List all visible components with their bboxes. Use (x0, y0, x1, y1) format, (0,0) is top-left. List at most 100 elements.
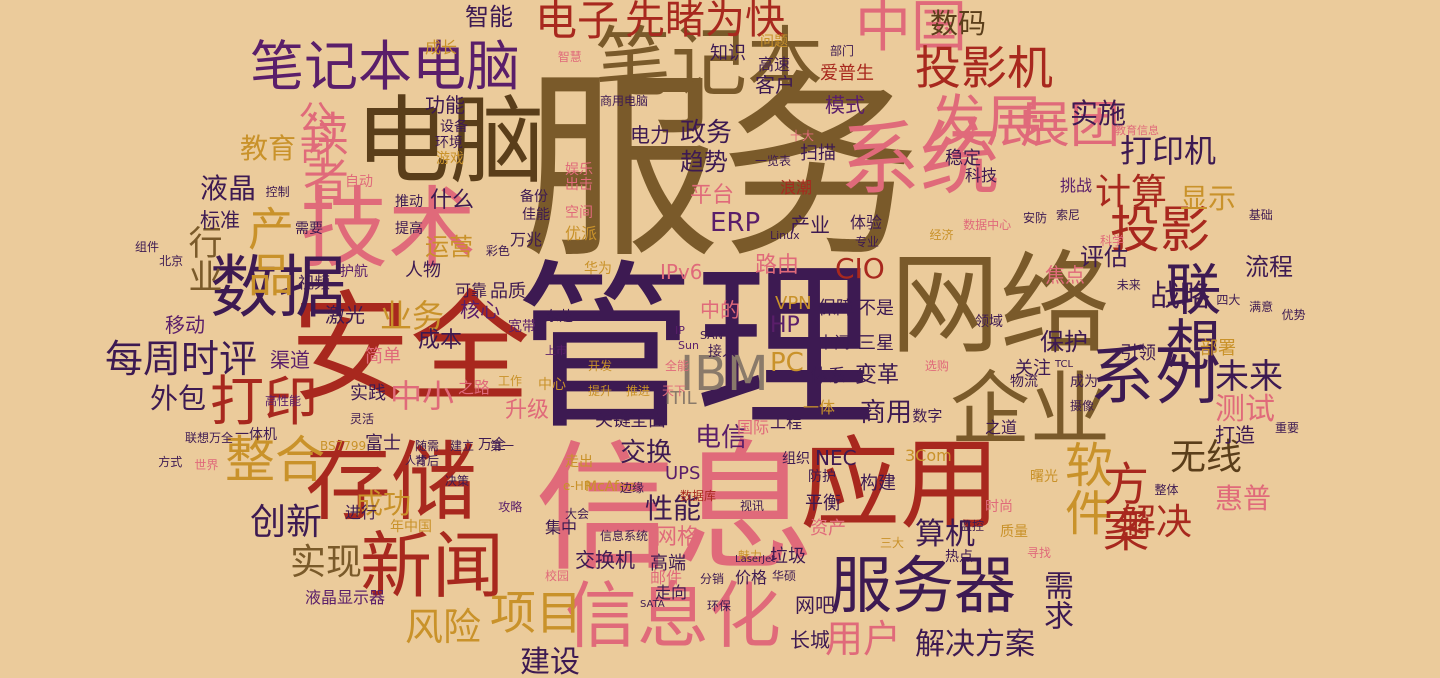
cloud-word: 体验 (850, 213, 883, 232)
cloud-word: 性能 (645, 492, 702, 525)
cloud-word: 平台 (690, 183, 735, 208)
cloud-word: 边缘 (620, 481, 645, 495)
cloud-word: 全面 (630, 410, 666, 431)
cloud-word: 优势 (1281, 308, 1306, 323)
cloud-word: 浪潮 (780, 178, 813, 197)
cloud-word: 关注 (1015, 358, 1051, 379)
cloud-word: 防护 (808, 469, 836, 485)
cloud-word: 物流 (1010, 374, 1038, 390)
cloud-word: 四大 (1216, 292, 1241, 307)
cloud-word: NEC (815, 446, 857, 470)
cloud-word: 宽带 (508, 319, 536, 335)
cloud-word: 电信 (695, 423, 748, 453)
cloud-word: Sun (678, 339, 699, 352)
cloud-word: 基础 (1248, 207, 1273, 222)
cloud-word: 第一 (490, 439, 515, 453)
cloud-word: 需要 (295, 221, 323, 237)
cloud-word: 实践 (350, 383, 386, 404)
cloud-word: 需求 (1038, 570, 1073, 630)
cloud-word: 中间 (818, 333, 851, 352)
cloud-word: 路由 (755, 253, 800, 278)
cloud-word: 一览表 (755, 154, 792, 168)
cloud-word: 视频 (298, 273, 331, 292)
cloud-word: 开发 (588, 359, 613, 373)
cloud-word: 摄像 (1070, 399, 1095, 413)
cloud-word: 大会 (565, 507, 590, 521)
cloud-word: 推动 (395, 194, 423, 210)
cloud-word: 魅力 (738, 549, 763, 563)
cloud-word: 平衡 (805, 493, 841, 514)
cloud-word: 项目 (490, 586, 582, 640)
cloud-word: ERP (710, 208, 761, 238)
cloud-word: 存储 (305, 433, 477, 533)
cloud-word: 稳定 (945, 148, 981, 169)
cloud-word: IPv6 (660, 260, 703, 284)
cloud-word: 年中国 (390, 519, 432, 535)
cloud-word: IBM (680, 346, 769, 402)
cloud-word: 笔记本 (595, 18, 823, 107)
cloud-word: 外包 (150, 382, 207, 415)
cloud-word: 成长 (425, 38, 458, 57)
cloud-word: 展团 (1020, 96, 1120, 154)
cloud-word: 网络 (890, 241, 1110, 369)
cloud-word: 功能 (425, 93, 465, 117)
cloud-word: 空间 (565, 205, 593, 221)
cloud-word: 行业 (182, 225, 222, 293)
cloud-word: 质量 (1000, 524, 1028, 540)
cloud-word: 评估 (1080, 243, 1128, 271)
cloud-word: SATA (640, 599, 665, 610)
cloud-word: 监控 (960, 519, 985, 533)
cloud-word: 智能 (465, 3, 513, 31)
cloud-word: 创新 (250, 502, 323, 543)
cloud-word: 数字 (912, 407, 943, 426)
cloud-word: 价格 (735, 568, 768, 587)
cloud-word: UPS (665, 463, 701, 484)
cloud-word: 人才 (405, 454, 427, 467)
cloud-word: McAfee (585, 479, 637, 495)
cloud-word: 实现 (290, 542, 363, 583)
cloud-word: 十大 (790, 129, 815, 143)
cloud-word: 之道 (985, 418, 1018, 437)
cloud-word: 高速 (758, 55, 791, 74)
cloud-word: 保护 (1040, 328, 1088, 356)
cloud-word: 产品 (241, 205, 295, 297)
cloud-word: 打印机 (1120, 132, 1217, 170)
cloud-word: 商用电脑 (600, 94, 649, 108)
cloud-word: 网格 (655, 525, 700, 550)
cloud-word: 未来 (1116, 277, 1141, 292)
cloud-word: 成功 (355, 487, 412, 520)
cloud-word: 客户 (755, 73, 795, 97)
cloud-word: 信息化 (565, 574, 782, 658)
cloud-word: 解决方案 (915, 627, 1035, 662)
cloud-word: 重要 (1275, 420, 1300, 435)
cloud-word: 中小 (390, 377, 455, 415)
cloud-word: 中国 (855, 0, 967, 60)
cloud-word: Linux (770, 229, 800, 242)
cloud-word: 笔记本电脑 (250, 35, 520, 98)
cloud-word: ITIL (665, 388, 697, 409)
cloud-word: 挑战 (1060, 176, 1093, 195)
cloud-word: 接入 (708, 344, 736, 360)
cloud-word: 企业 (950, 363, 1110, 456)
cloud-word: 不是 (858, 298, 894, 319)
cloud-word: 护航 (340, 264, 368, 280)
cloud-word: 控制 (265, 184, 290, 199)
cloud-word: 扫描 (800, 143, 836, 164)
cloud-word: 建设 (520, 645, 580, 678)
cloud-word: 电子 (535, 0, 620, 45)
cloud-word: 每周时评 (105, 337, 258, 381)
cloud-word: 一体机 (235, 427, 277, 443)
cloud-word: 背后 (415, 454, 440, 468)
cloud-word: 趋势 (680, 148, 728, 176)
cloud-word: 服务器 (830, 549, 1017, 622)
cloud-word: 索尼 (1056, 207, 1081, 222)
cloud-word: 未来 (1215, 357, 1283, 397)
cloud-word: 信息系统 (600, 529, 649, 543)
cloud-word: 安全 (290, 280, 530, 419)
cloud-word: 交换 (620, 438, 673, 468)
cloud-word: 风险 (405, 605, 482, 649)
cloud-word: 长城 (790, 628, 830, 652)
cloud-word: 决策 (445, 474, 470, 488)
cloud-word: 政务 (680, 118, 733, 148)
cloud-word: 东芝 (545, 309, 573, 325)
